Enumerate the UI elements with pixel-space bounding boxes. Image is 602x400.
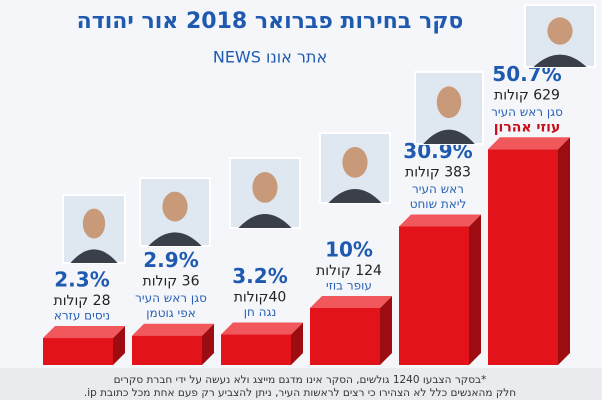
bar-top xyxy=(488,137,570,150)
value-label: 2.9% xyxy=(143,248,198,272)
vote-label: 383 קולות xyxy=(405,164,471,180)
photo-head xyxy=(252,172,278,203)
bar-side xyxy=(113,326,125,365)
vote-label: 28 קולות xyxy=(54,293,111,309)
bar xyxy=(221,334,291,365)
candidate-role: סגן ראש העיר xyxy=(135,291,207,305)
candidate-name: ניסים עזרא xyxy=(54,309,110,323)
footer-band xyxy=(0,368,602,400)
bar-top xyxy=(399,214,481,227)
photo-head xyxy=(436,86,462,119)
photo-body xyxy=(423,129,475,144)
bar xyxy=(310,308,380,365)
vote-label: 629 קולות xyxy=(494,87,560,103)
bar-side xyxy=(469,214,481,365)
vote-label: 36 קולות xyxy=(143,274,200,290)
photo-head xyxy=(82,208,106,239)
bar-side xyxy=(380,296,392,365)
photo-body xyxy=(70,249,118,263)
value-label: 2.3% xyxy=(54,268,109,292)
vote-label: 124 קולות xyxy=(316,263,382,279)
footnote: *בסקר הצבעו 1240 גולשים, הסקר אינו מדגם … xyxy=(114,374,487,386)
bar xyxy=(132,335,202,365)
value-label: 10% xyxy=(325,238,373,262)
bar-side xyxy=(202,323,214,365)
candidate-role: סגן ראש העיר xyxy=(491,105,563,119)
bar xyxy=(43,338,113,365)
chart-title: סקר בחירות פברואר 2018 אור יהודה xyxy=(77,9,464,34)
bar-top xyxy=(310,296,392,308)
candidate-name: עוזי אהרון xyxy=(494,119,561,135)
bar-side xyxy=(558,137,570,365)
candidate-name: ליאת שוחט xyxy=(410,197,467,211)
candidate-name: נגה חן xyxy=(244,305,277,319)
bar-top xyxy=(132,323,214,336)
chart-subtitle: אתר אונו NEWS xyxy=(213,48,327,67)
photo-head xyxy=(162,191,188,222)
bar-top xyxy=(43,326,125,339)
candidate-name: עופר בוזי xyxy=(326,279,372,293)
photo-body xyxy=(148,232,202,246)
value-label: 3.2% xyxy=(232,264,287,288)
photo-body xyxy=(328,189,382,203)
bar-top xyxy=(221,322,303,335)
photo-body xyxy=(238,214,292,228)
photo-body xyxy=(533,54,587,67)
candidate-role: ראש העיר xyxy=(412,182,464,196)
bar xyxy=(399,226,469,365)
bar-side xyxy=(291,322,303,365)
vote-label: 40קולות xyxy=(234,290,287,306)
footnote: חלק מהאנשים כלל לא הצהירו כי רצים לראשות… xyxy=(84,387,516,399)
photo-head xyxy=(342,147,368,178)
bar xyxy=(488,149,558,365)
photo-head xyxy=(547,17,573,45)
candidate-name: אפי גוטמן xyxy=(146,306,195,320)
